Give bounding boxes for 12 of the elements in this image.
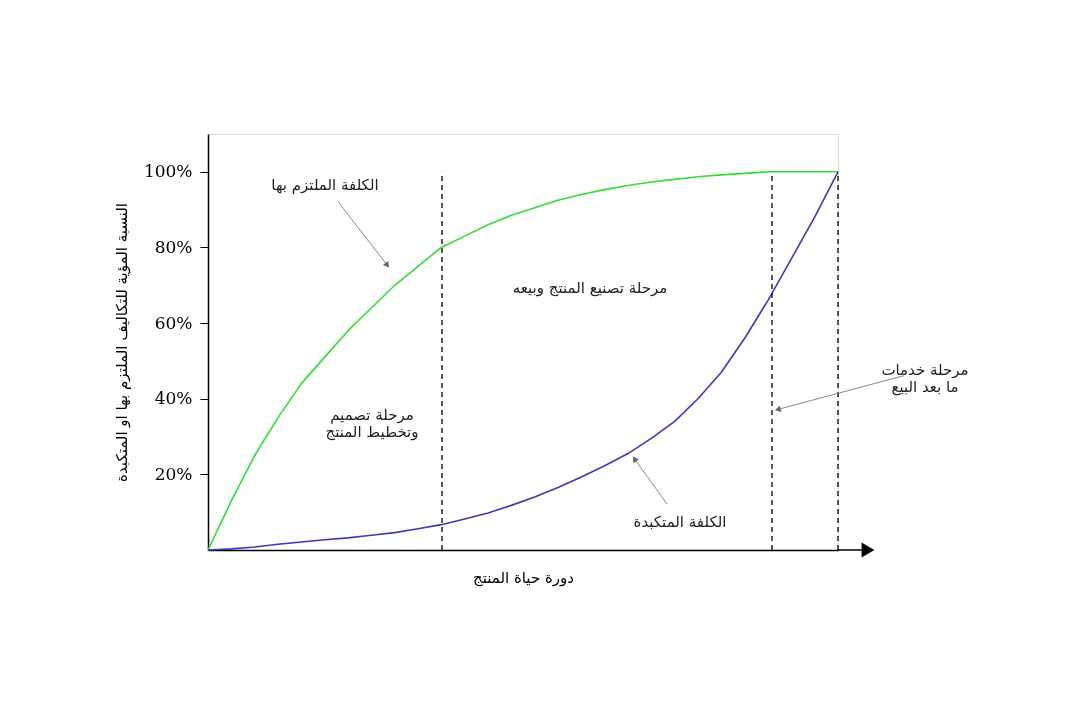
y-axis-title: النسبة المؤية للتكاليف الملتزم بها او المتكبدة [112, 203, 131, 482]
x-axis-title: دورة حياة المنتج [473, 568, 574, 587]
y-tick-label: 100% [143, 161, 193, 182]
annotation: الكلفة الملتزم بها [271, 176, 379, 194]
text: مرحلة خدمات ما بعد البيع [881, 361, 969, 396]
annotation: مرحلة تصنيع المنتج وبيعه [512, 279, 668, 297]
y-tick-label: 40% [154, 388, 193, 409]
annotation: مرحلة تصميم وتخطيط المنتج [325, 406, 419, 441]
y-tick-label: 60% [154, 312, 193, 333]
annotation: الكلفة المتكبدة [633, 513, 727, 531]
y-tick-label: 20% [154, 463, 193, 484]
y-tick-label: 80% [154, 236, 193, 257]
